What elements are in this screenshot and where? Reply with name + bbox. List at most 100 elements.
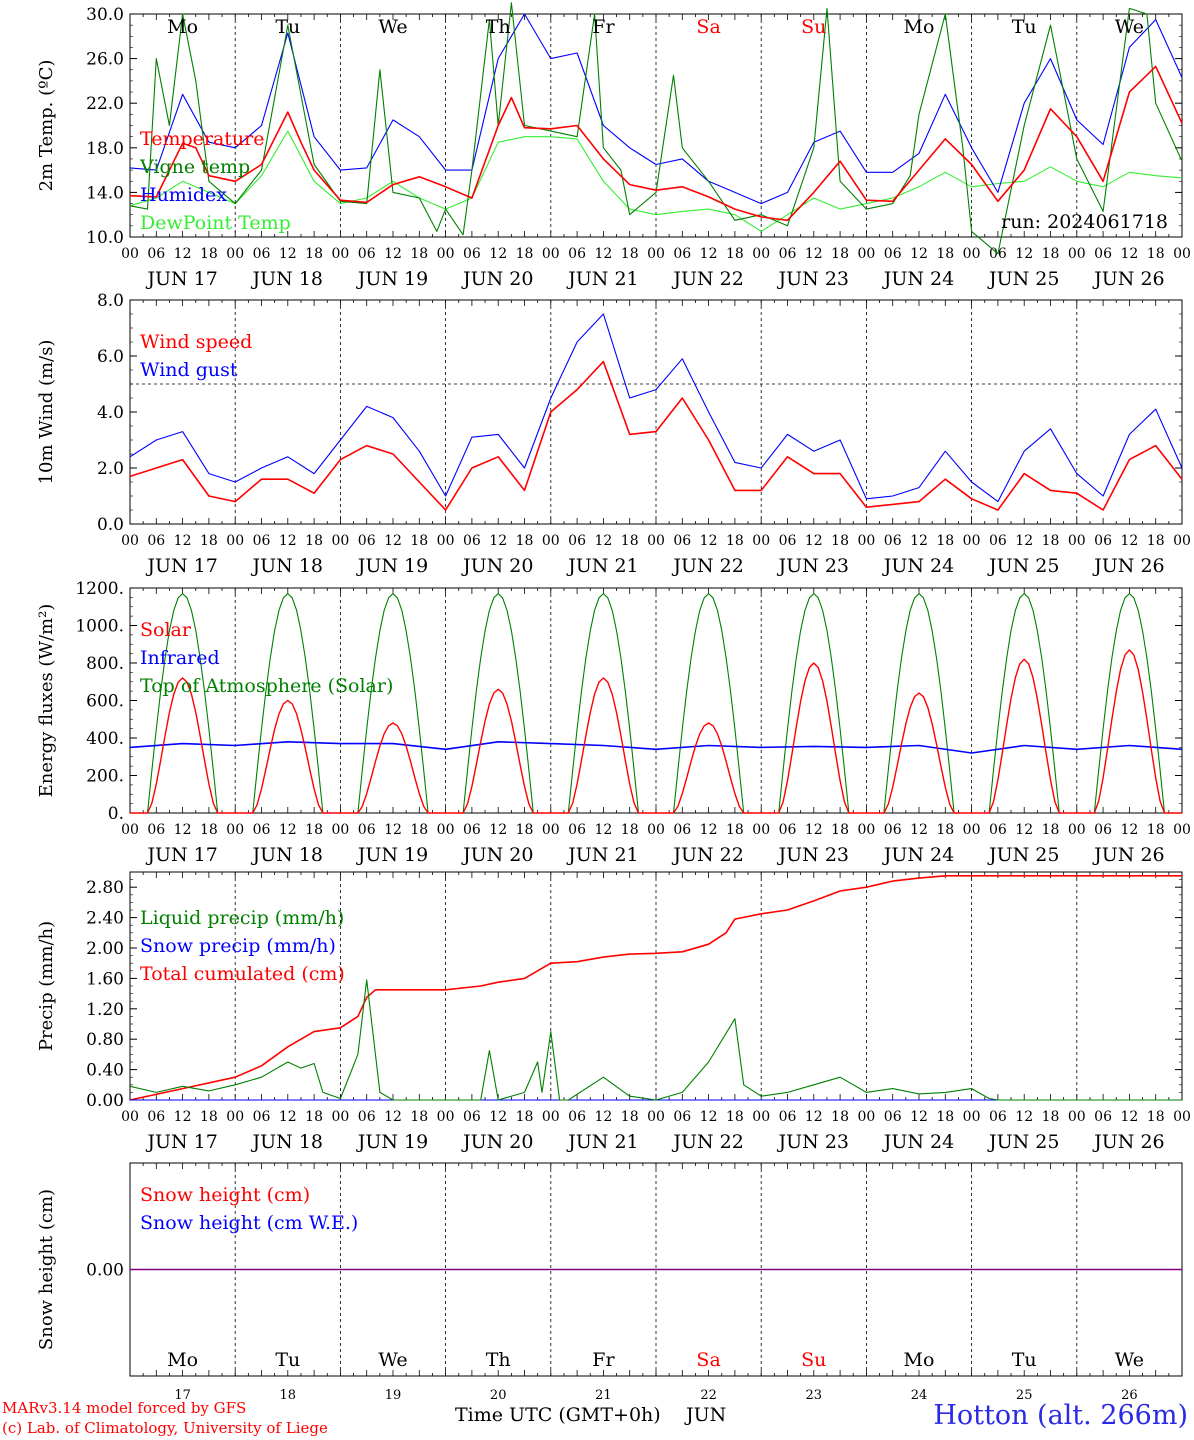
hour-tick-label: 18 [410, 533, 428, 549]
hour-tick-label: 12 [174, 533, 192, 549]
hour-tick-label: 06 [779, 533, 797, 549]
date-label: JUN 20 [461, 1131, 533, 1153]
y-tick-label: 200. [86, 767, 124, 787]
date-label: JUN 23 [777, 1131, 849, 1153]
hour-tick-label: 12 [910, 1109, 928, 1125]
y-tick-label: 10.0 [86, 228, 124, 248]
weekday-label-bottom: Mo [167, 1349, 198, 1371]
y-tick-label: 2.80 [86, 878, 124, 898]
hour-tick-label: 18 [200, 1109, 218, 1125]
day-number-label: 24 [911, 1388, 928, 1403]
hour-tick-label: 06 [463, 1109, 481, 1125]
hour-tick-label: 18 [936, 1109, 954, 1125]
hour-tick-label: 00 [437, 246, 455, 262]
hour-tick-label: 00 [121, 822, 139, 838]
date-label: JUN 17 [145, 555, 217, 577]
hour-tick-label: 12 [279, 822, 297, 838]
hour-tick-label: 00 [542, 533, 560, 549]
hour-tick-label: 00 [1173, 822, 1191, 838]
y-tick-label: 1.60 [86, 969, 124, 989]
weekday-label-top: Su [801, 16, 826, 38]
date-label: JUN 18 [251, 1131, 323, 1153]
hour-tick-label: 00 [331, 246, 349, 262]
legend-entry: Wind gust [140, 359, 238, 381]
hour-tick-label: 00 [857, 1109, 875, 1125]
date-label: JUN 19 [356, 844, 428, 866]
legend-entry: DewPoint Temp [140, 212, 291, 234]
hour-tick-label: 12 [279, 246, 297, 262]
hour-tick-label: 18 [831, 533, 849, 549]
hour-tick-label: 12 [174, 1109, 192, 1125]
hour-tick-label: 18 [621, 822, 639, 838]
hour-tick-label: 18 [516, 1109, 534, 1125]
hour-tick-label: 06 [463, 246, 481, 262]
weekday-label-top: Th [486, 16, 511, 38]
hour-tick-label: 00 [226, 822, 244, 838]
hour-tick-label: 12 [700, 1109, 718, 1125]
date-label: JUN 19 [356, 1131, 428, 1153]
chart-panel: 0. 200. 400. 600. 800. 1000. 1200. Energy fluxe… [36, 579, 1191, 866]
weekday-label-top: Tu [275, 16, 300, 38]
hour-tick-label: 12 [594, 533, 612, 549]
legend-entry: Vigne temp [139, 156, 250, 178]
hour-tick-label: 06 [253, 533, 271, 549]
date-label: JUN 24 [882, 268, 954, 290]
y-tick-label: 0.40 [86, 1061, 124, 1081]
hour-tick-label: 12 [594, 246, 612, 262]
hour-tick-label: 06 [253, 246, 271, 262]
hour-tick-label: 12 [384, 1109, 402, 1125]
hour-tick-label: 12 [489, 246, 507, 262]
chart-panel: 0.00 Snow height (cm) Snow height (cm) Snow… [36, 1162, 1183, 1377]
y-tick-label: 6.0 [97, 347, 124, 367]
chart-panel: 0.0 2.0 4.0 6.0 8.0 10m Wind (m/s) 00 06 12 18 00 0… [36, 291, 1191, 577]
date-label: JUN 25 [987, 555, 1059, 577]
y-axis-label: Snow height (cm) [36, 1189, 57, 1350]
legend-entry: Solar [140, 619, 192, 641]
credit-line-1: MARv3.14 model forced by GFS [2, 1399, 247, 1417]
hour-tick-label: 12 [594, 1109, 612, 1125]
y-tick-label: 400. [86, 729, 124, 749]
hour-tick-label: 06 [358, 533, 376, 549]
hour-tick-label: 06 [568, 1109, 586, 1125]
date-label: JUN 24 [882, 555, 954, 577]
y-tick-label: 26.0 [86, 50, 124, 70]
hour-tick-label: 06 [989, 822, 1007, 838]
hour-tick-label: 12 [700, 246, 718, 262]
hour-tick-label: 18 [1042, 1109, 1060, 1125]
hour-tick-label: 00 [857, 822, 875, 838]
y-tick-label: 0.80 [86, 1030, 124, 1050]
hour-tick-label: 06 [568, 533, 586, 549]
series-line [129, 360, 1183, 511]
hour-tick-label: 12 [279, 1109, 297, 1125]
hour-tick-label: 06 [884, 246, 902, 262]
date-label: JUN 18 [251, 268, 323, 290]
y-tick-label: 800. [86, 654, 124, 674]
y-tick-label: 600. [86, 692, 124, 712]
hour-tick-label: 06 [1094, 1109, 1112, 1125]
date-label: JUN 25 [987, 268, 1059, 290]
day-number-label: 20 [490, 1388, 507, 1403]
hour-tick-label: 18 [831, 1109, 849, 1125]
day-number-label: 22 [700, 1388, 717, 1403]
hour-tick-label: 06 [989, 533, 1007, 549]
series-line [129, 2, 1183, 255]
hour-tick-label: 18 [726, 246, 744, 262]
hour-tick-label: 06 [463, 533, 481, 549]
hour-tick-label: 12 [700, 822, 718, 838]
hour-tick-label: 00 [752, 246, 770, 262]
hour-tick-label: 06 [147, 533, 165, 549]
hour-tick-label: 12 [279, 533, 297, 549]
hour-tick-label: 12 [384, 533, 402, 549]
hour-tick-label: 00 [121, 533, 139, 549]
hour-tick-label: 18 [1147, 822, 1165, 838]
y-tick-label: 18.0 [86, 139, 124, 159]
series-line [129, 130, 1183, 232]
hour-tick-label: 12 [489, 1109, 507, 1125]
hour-tick-label: 18 [1147, 246, 1165, 262]
date-label: JUN 20 [461, 844, 533, 866]
date-label: JUN 25 [987, 1131, 1059, 1153]
weekday-label-bottom: We [1115, 1349, 1144, 1371]
hour-tick-label: 18 [516, 822, 534, 838]
hour-tick-label: 18 [831, 246, 849, 262]
